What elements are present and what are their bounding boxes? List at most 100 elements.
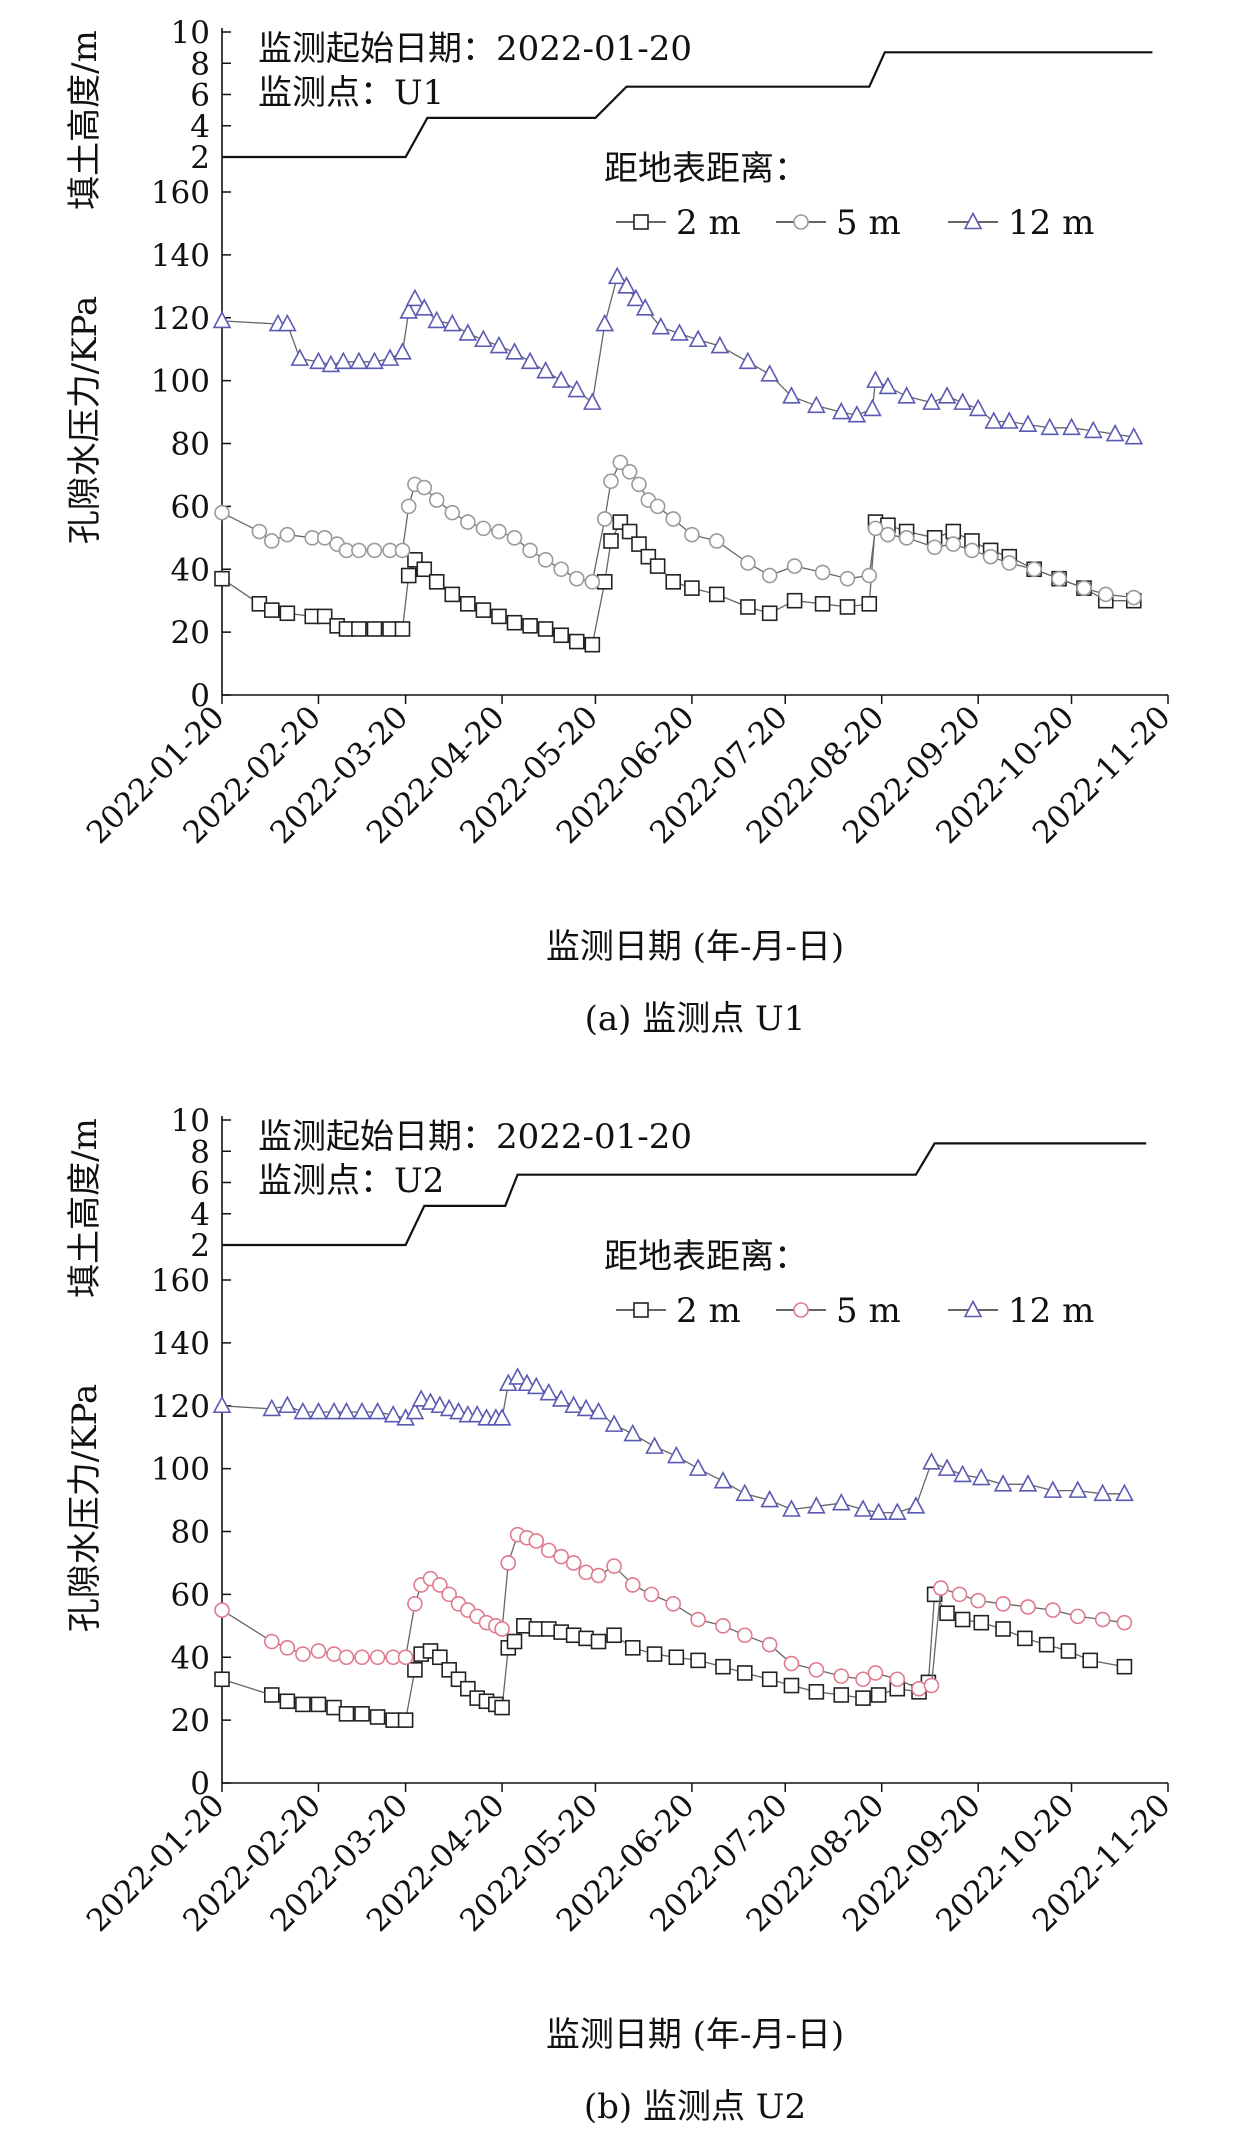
legend-title: 距地表距离： [604,1237,808,1277]
data-point-5m [316,530,333,546]
data-point-2m [783,1677,800,1694]
y-tick-label: 120 [151,301,210,337]
data-point-2m [1082,1652,1099,1669]
legend-label: 2 m [676,1291,741,1331]
data-point-12m [1083,420,1103,439]
data-point-5m [441,1586,457,1603]
data-point-12m [863,398,882,417]
data-point-12m [427,310,447,329]
fill-tick-label: 4 [190,1197,210,1233]
data-point-5m [761,1636,778,1653]
data-point-5m [416,479,433,496]
data-point-12m [906,1496,926,1514]
data-point-2m [995,1621,1011,1637]
data-point-2m [808,1684,825,1700]
y-tick-label: 80 [171,427,210,463]
data-point-12m [352,1401,372,1420]
data-point-2m [740,599,756,615]
data-point-12m [439,1398,459,1417]
data-point-12m [807,395,826,414]
data-point-12m [405,288,425,307]
data-point-12m [866,370,885,388]
data-point-2m [568,633,585,650]
data-point-5m [814,564,831,581]
data-point-5m [494,1621,510,1637]
data-point-12m [607,266,627,285]
data-point-5m [665,511,682,527]
data-point-12m [1040,417,1060,436]
y-tick-label: 60 [171,489,210,525]
data-point-12m [489,335,509,354]
data-point-5m [460,514,476,530]
data-point-2m [649,558,666,574]
data-point-5m [1020,1599,1036,1615]
data-point-2m [833,1687,850,1703]
data-point-2m [870,1687,887,1703]
y-tick-label: 60 [171,1577,210,1613]
data-point-5m [982,548,999,565]
panel-u2: 填土高度/m 孔隙水压力/KPa 监测起始日期：2022-01-20 监测点：U… [65,1103,1178,2127]
data-point-2m [400,567,417,584]
data-point-2m [736,1665,753,1681]
data-point-12m [937,1458,957,1476]
data-point-5m [522,542,538,559]
data-point-5m [1001,555,1018,571]
data-point-12m [399,301,419,319]
data-point-12m [520,351,540,370]
data-point-12m [953,1464,972,1483]
data-point-2m [214,1671,230,1688]
data-point-5m [432,1577,448,1593]
data-point-12m [1093,1483,1112,1502]
data-point-2m [460,596,476,612]
data-point-5m [839,570,856,587]
data-point-2m [416,561,433,578]
fill-tick-label: 2 [190,1228,210,1264]
fill-tick-label: 10 [171,1103,210,1139]
data-point-12m [1062,417,1081,436]
data-point-12m [334,351,353,370]
data-point-2m [214,570,230,587]
legend-title: 距地表距离： [604,149,808,189]
y-tick-label: 40 [171,552,210,588]
fill-tick-label: 2 [190,140,210,176]
data-point-2m [1038,1636,1055,1653]
data-point-12m [688,329,708,348]
data-point-12m [430,1395,450,1414]
legend-label: 5 m [836,203,901,243]
data-point-12m [536,360,555,379]
data-point-5m [761,567,778,584]
data-point-5m [565,1555,582,1571]
data-point-12m [474,329,493,348]
data-point-12m [922,392,941,410]
data-point-5m [444,504,461,521]
data-point-12m [589,1401,608,1420]
data-point-2m [310,1696,327,1713]
data-point-12m [383,1404,403,1423]
data-point-5m [1116,1614,1133,1631]
data-point-2m [665,574,682,590]
pressure-axis-label: 孔隙水压力/KPa [65,1384,105,1632]
pressure-axis-label: 孔隙水压力/KPa [65,296,105,544]
data-point-5m [1094,1611,1111,1628]
data-point-5m [970,1592,986,1609]
data-point-2m [973,1614,990,1631]
data-point-12m [380,348,400,366]
data-point-5m [708,533,725,549]
data-point-12m [738,351,758,370]
data-point-5m [397,1649,414,1666]
data-point-5m [631,476,647,493]
start-date-label: 监测起始日期：2022-01-20 [258,29,692,69]
data-point-2m [354,1706,370,1722]
x-axis-label: 监测日期 (年-月-日) [546,2015,844,2055]
data-point-5m [923,1677,940,1694]
data-point-12m [760,364,780,382]
data-point-5m [833,1668,850,1684]
data-point-5m [715,1618,731,1634]
data-point-5m [553,561,569,578]
data-point-12m [324,1401,344,1420]
data-point-5m [665,1596,682,1612]
data-point-12m [688,1458,708,1476]
data-point-5m [214,504,230,521]
data-point-5m [867,1665,884,1681]
